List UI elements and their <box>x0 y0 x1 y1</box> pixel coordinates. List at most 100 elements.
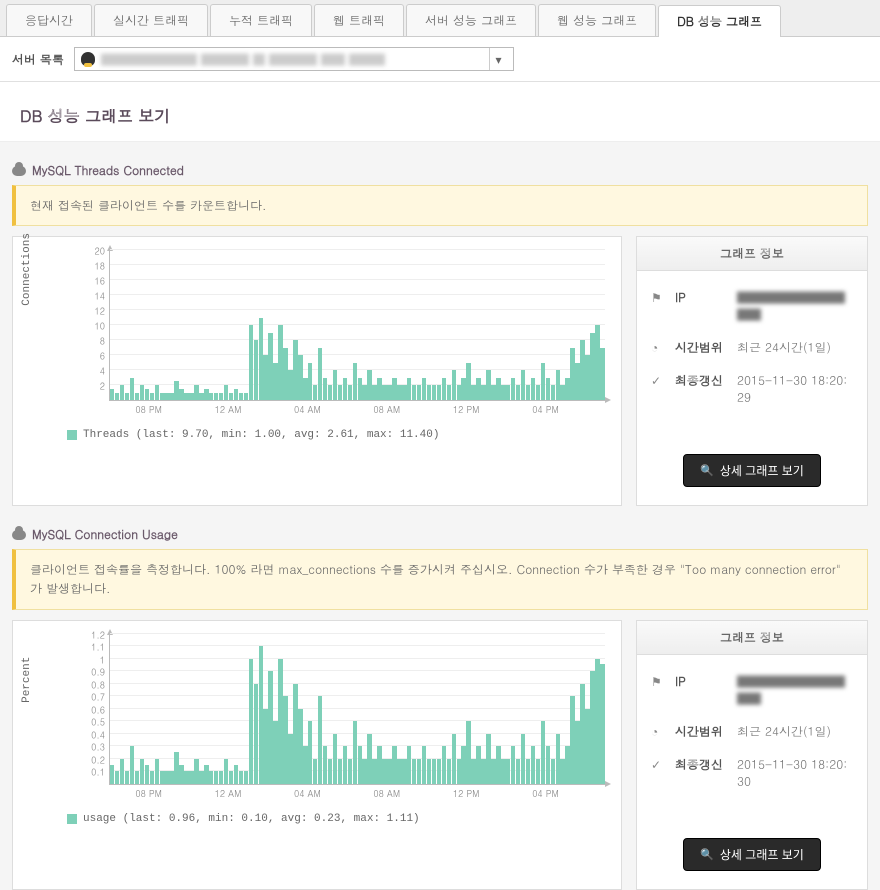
y-tick: 0.3 <box>77 741 105 754</box>
y-tick: 0.5 <box>77 716 105 729</box>
x-tick: 12 AM <box>215 787 242 800</box>
x-tick: 12 PM <box>453 787 480 800</box>
y-tick: 0.2 <box>77 753 105 766</box>
y-tick: 6 <box>77 350 105 363</box>
y-tick: 16 <box>77 275 105 288</box>
x-tick: 04 AM <box>294 787 321 800</box>
server-dropdown[interactable]: ████████ ████ █ ████ ██ ███ ▾ <box>74 47 514 71</box>
info-panel: 그래프 정보 ⚑ IP ███████████ ◔ 시간범위 최근 24시간(1일) ✓ 최종갱… <box>636 620 868 890</box>
y-axis-label: Connections <box>21 233 33 306</box>
section-title: MySQL Threads Connected <box>12 162 868 185</box>
tab-4[interactable]: 서버 성능 그래프 <box>406 4 536 36</box>
y-tick: 18 <box>77 260 105 273</box>
x-tick: 04 AM <box>294 403 321 416</box>
section-title-text: MySQL Connection Usage <box>32 526 178 543</box>
info-key: 시간범위 <box>675 339 727 356</box>
x-tick: 08 PM <box>135 787 162 800</box>
y-tick: 12 <box>77 305 105 318</box>
info-key: 최종갱신 <box>675 756 727 773</box>
tab-bar: 응답시간실시간 트래픽누적 트래픽웹 트래픽서버 성능 그래프웹 성능 그래프D… <box>0 0 880 37</box>
cloud-icon <box>12 166 26 176</box>
x-tick: 08 AM <box>373 787 400 800</box>
y-tick: 2 <box>77 380 105 393</box>
info-row-range: ◔ 시간범위 최근 24시간(1일) <box>651 723 853 740</box>
ip-icon: ⚑ <box>651 673 665 690</box>
y-tick: 1.2 <box>77 628 105 641</box>
detail-button-label: 상세 그래프 보기 <box>720 846 804 863</box>
updated-icon: ✓ <box>651 372 665 389</box>
chart-panel: Percent0.10.20.30.40.50.60.70.80.911.11.… <box>12 620 622 890</box>
info-row-ip: ⚑ IP ███████████ <box>651 673 853 707</box>
page-title: DB 성능 그래프 보기 <box>0 82 880 142</box>
y-tick: 0.6 <box>77 703 105 716</box>
updated-icon: ✓ <box>651 756 665 773</box>
y-tick: 4 <box>77 365 105 378</box>
x-tick: 08 PM <box>135 403 162 416</box>
tab-2[interactable]: 누적 트래픽 <box>210 4 312 36</box>
info-value: 최근 24시간(1일) <box>737 723 853 740</box>
ip-icon: ⚑ <box>651 289 665 306</box>
y-tick: 8 <box>77 335 105 348</box>
range-icon: ◔ <box>651 339 665 356</box>
y-tick: 14 <box>77 290 105 303</box>
y-axis-label: Percent <box>21 656 33 702</box>
y-tick: 0.4 <box>77 728 105 741</box>
info-panel: 그래프 정보 ⚑ IP ███████████ ◔ 시간범위 최근 24시간(1일) ✓ 최종갱… <box>636 236 868 506</box>
detail-button-label: 상세 그래프 보기 <box>720 462 804 479</box>
y-tick: 20 <box>77 245 105 258</box>
search-icon: 🔍 <box>700 848 714 861</box>
tab-1[interactable]: 실시간 트래픽 <box>94 4 208 36</box>
server-value: ████████ ████ █ ████ ██ ███ <box>101 51 385 68</box>
info-row-range: ◔ 시간범위 최근 24시간(1일) <box>651 339 853 356</box>
info-header: 그래프 정보 <box>637 237 867 271</box>
tab-5[interactable]: 웹 성능 그래프 <box>538 4 656 36</box>
legend-text: usage (last: 0.96, min: 0.10, avg: 0.23,… <box>83 813 420 825</box>
x-tick: 04 PM <box>532 403 559 416</box>
y-tick: 1 <box>77 653 105 666</box>
info-key: 최종갱신 <box>675 372 727 389</box>
notice-banner: 클라이언트 접속률을 측정합니다. 100% 라면 max_connection… <box>12 549 868 609</box>
x-tick: 12 AM <box>215 403 242 416</box>
legend-swatch <box>67 430 77 440</box>
x-tick: 08 AM <box>373 403 400 416</box>
chart-plot <box>109 635 605 785</box>
y-tick: 1.1 <box>77 641 105 654</box>
y-tick: 0.7 <box>77 691 105 704</box>
info-value: 최근 24시간(1일) <box>737 339 853 356</box>
tab-3[interactable]: 웹 트래픽 <box>314 4 404 36</box>
chart-plot <box>109 251 605 401</box>
y-tick: 0.8 <box>77 678 105 691</box>
info-key: IP <box>675 289 727 306</box>
x-tick: 04 PM <box>532 787 559 800</box>
info-header: 그래프 정보 <box>637 621 867 655</box>
info-row-updated: ✓ 최종갱신 2015-11-30 18:20:30 <box>651 756 853 790</box>
chart-legend: usage (last: 0.96, min: 0.10, avg: 0.23,… <box>17 805 611 825</box>
legend-swatch <box>67 814 77 824</box>
legend-text: Threads (last: 9.70, min: 1.00, avg: 2.6… <box>83 429 439 441</box>
info-value: 2015-11-30 18:20:30 <box>737 756 853 790</box>
x-tick: 12 PM <box>453 403 480 416</box>
server-list-label: 서버 목록 <box>12 51 64 68</box>
detail-graph-button[interactable]: 🔍 상세 그래프 보기 <box>683 838 821 871</box>
range-icon: ◔ <box>651 723 665 740</box>
notice-banner: 현재 접속된 클라이언트 수를 카운트합니다. <box>12 185 868 226</box>
cloud-icon <box>12 530 26 540</box>
info-key: 시간범위 <box>675 723 727 740</box>
tab-0[interactable]: 응답시간 <box>6 4 92 36</box>
search-icon: 🔍 <box>700 464 714 477</box>
y-tick: 10 <box>77 320 105 333</box>
server-selector-row: 서버 목록 ████████ ████ █ ████ ██ ███ ▾ <box>0 37 880 82</box>
chevron-down-icon[interactable]: ▾ <box>489 48 507 70</box>
info-value: ███████████ <box>737 289 853 323</box>
section-title: MySQL Connection Usage <box>12 526 868 549</box>
info-value: 2015-11-30 18:20:29 <box>737 372 853 406</box>
info-row-updated: ✓ 최종갱신 2015-11-30 18:20:29 <box>651 372 853 406</box>
info-value: ███████████ <box>737 673 853 707</box>
y-tick: 0.1 <box>77 766 105 779</box>
info-key: IP <box>675 673 727 690</box>
tab-6[interactable]: DB 성능 그래프 <box>658 5 781 37</box>
chart-panel: Connections 2 4 6 8 10 12 14 16 18 20 08 PM 12 AM 04 … <box>12 236 622 506</box>
detail-graph-button[interactable]: 🔍 상세 그래프 보기 <box>683 454 821 487</box>
info-row-ip: ⚑ IP ███████████ <box>651 289 853 323</box>
section-title-text: MySQL Threads Connected <box>32 162 184 179</box>
